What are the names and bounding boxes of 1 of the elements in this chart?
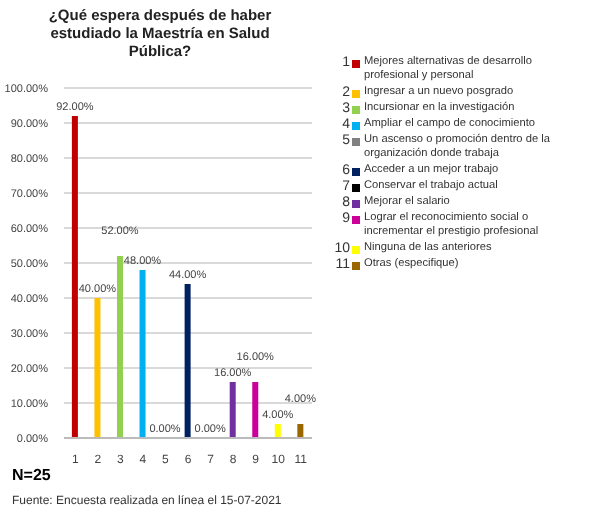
text: N=25 bbox=[12, 466, 51, 484]
